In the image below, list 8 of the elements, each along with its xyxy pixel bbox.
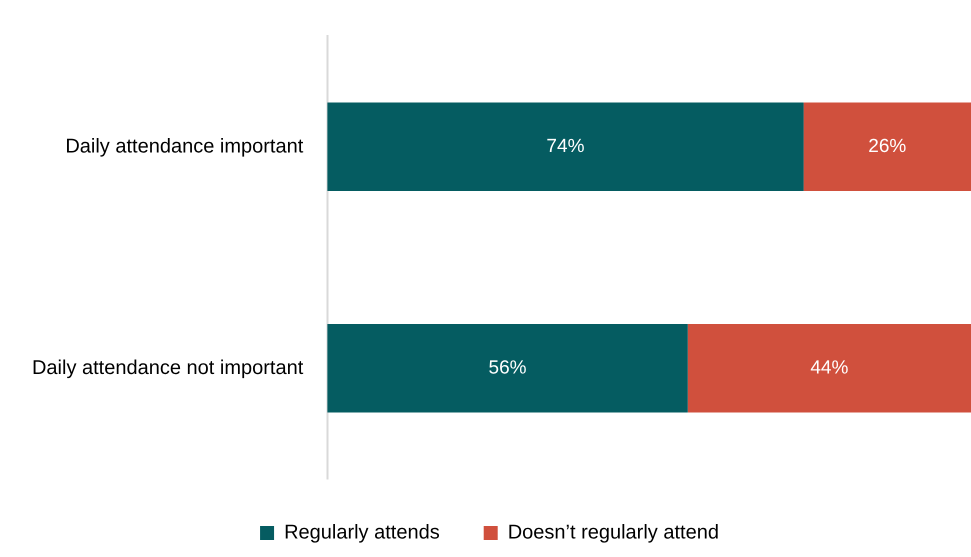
data-label: 44% [810,357,848,378]
data-label: 26% [868,136,906,157]
y-tick-label: Daily attendance not important [32,356,304,379]
y-tick-label: Daily attendance important [65,135,304,158]
data-label: 74% [546,136,585,157]
legend-label: Doesn’t regularly attend [508,522,719,544]
legend-label: Regularly attends [284,522,440,544]
data-label: 56% [488,357,527,378]
